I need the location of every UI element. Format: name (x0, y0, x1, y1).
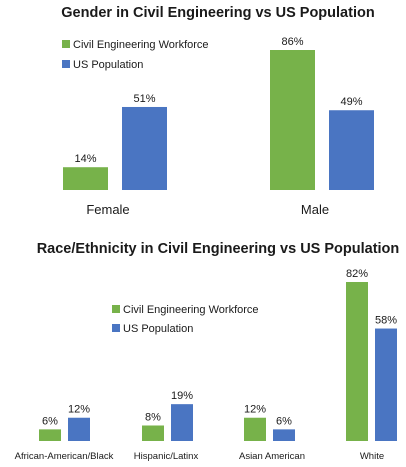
bar-value-label: 6% (276, 415, 292, 427)
bar-value-label: 51% (133, 93, 155, 105)
race-category-label: African-American/Black (15, 451, 114, 462)
bar-workforce (63, 167, 108, 190)
race-legend-swatch-population (112, 324, 120, 332)
race-value-labels: 6% 12% 8% 19% 12% 6% 82% 58% (42, 268, 397, 427)
bar-population (122, 106, 167, 190)
bar-workforce (39, 429, 61, 441)
gender-chart: Gender in Civil Engineering vs US Popula… (61, 5, 374, 217)
bar-population (375, 328, 397, 441)
bar-value-label: 14% (74, 153, 96, 165)
bar-value-label: 12% (68, 404, 90, 416)
gender-legend: Civil Engineering Workforce US Populatio… (62, 39, 209, 71)
bar-value-label: 12% (244, 404, 266, 416)
bar-value-label: 19% (171, 390, 193, 402)
bar-value-label: 58% (375, 315, 397, 327)
bar-value-label: 86% (281, 36, 303, 48)
bar-workforce (270, 50, 315, 190)
gender-chart-title: Gender in Civil Engineering vs US Popula… (61, 5, 374, 21)
gender-category-label: Female (86, 202, 129, 217)
gender-bars (63, 50, 374, 190)
gender-legend-swatch-workforce (62, 40, 70, 48)
bar-value-label: 8% (145, 411, 161, 423)
race-bars (39, 282, 397, 441)
race-category-label: Asian American (239, 451, 305, 462)
bar-value-label: 49% (340, 96, 362, 108)
race-chart: Race/Ethnicity in Civil Engineering vs U… (15, 241, 400, 462)
race-legend-swatch-workforce (112, 305, 120, 313)
race-legend-label-population: US Population (123, 323, 193, 335)
bar-value-label: 6% (42, 415, 58, 427)
bar-population (171, 404, 193, 441)
bar-workforce (244, 417, 266, 441)
race-legend-label-workforce: Civil Engineering Workforce (123, 304, 259, 316)
gender-legend-label-workforce: Civil Engineering Workforce (73, 39, 209, 51)
gender-value-labels: 14% 51% 86% 49% (74, 36, 362, 165)
race-chart-title: Race/Ethnicity in Civil Engineering vs U… (37, 241, 400, 257)
bar-value-label: 82% (346, 268, 368, 280)
race-category-label: Hispanic/Latinx (134, 451, 199, 462)
gender-legend-swatch-population (62, 60, 70, 68)
race-legend: Civil Engineering Workforce US Populatio… (112, 304, 259, 335)
bar-population (273, 429, 295, 441)
gender-category-label: Male (301, 202, 329, 217)
bar-workforce (142, 425, 164, 441)
gender-legend-label-population: US Population (73, 59, 143, 71)
bar-workforce (346, 282, 368, 441)
bar-population (68, 417, 90, 441)
bar-population (329, 110, 374, 190)
race-category-label: White (360, 451, 384, 462)
